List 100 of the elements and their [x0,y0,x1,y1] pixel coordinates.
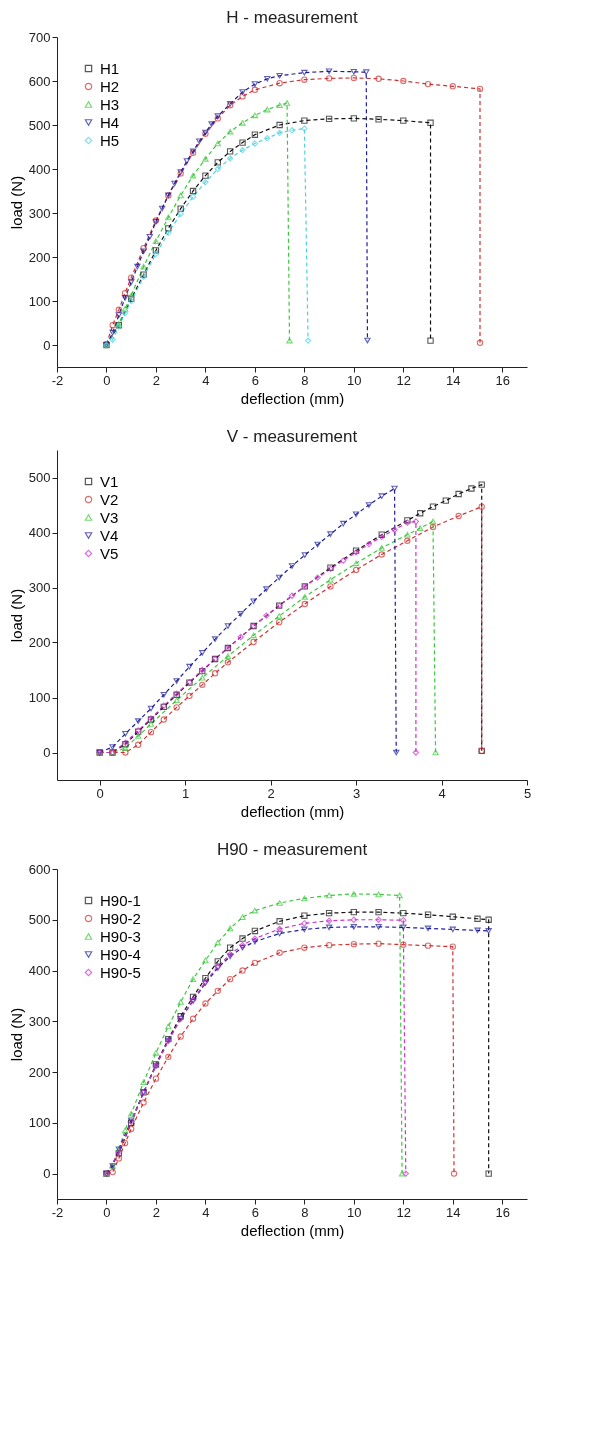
legend-label: V4 [100,526,119,544]
point [350,908,358,916]
point [109,744,116,750]
point [189,976,197,983]
point [301,920,308,927]
x-tick-label: 6 [251,1204,260,1220]
point [250,598,257,605]
point [183,158,191,164]
point [416,510,424,517]
y-tick-label: 100 [28,1115,51,1131]
point [429,503,437,510]
x-tick-label: 0 [103,1204,111,1220]
point [288,592,296,599]
point [115,312,123,318]
point [264,75,271,82]
point [189,1015,197,1022]
x-tick-label: 12 [396,372,412,388]
legend-label: H90-3 [100,927,141,945]
point [186,663,193,670]
point [424,942,432,949]
point [263,586,270,592]
point [121,310,129,317]
point [189,172,197,179]
point [301,600,309,608]
point [109,322,116,329]
point [301,594,309,600]
y-tick-label: 500 [28,117,51,133]
point [301,125,308,132]
point [165,229,172,236]
point [350,74,358,82]
point [152,1049,160,1056]
point [375,75,382,82]
point [140,1079,147,1086]
point [314,541,321,548]
point [350,68,358,75]
point [226,925,234,932]
x-tick-label: 10 [347,372,362,388]
point [196,138,203,145]
point [134,263,141,270]
x-tick-label: 5 [523,785,532,801]
x-tick-label: 2 [152,1204,161,1220]
point [400,909,407,917]
point [177,1033,184,1040]
point [239,146,246,154]
y-tick-label: 400 [28,963,51,979]
point [276,930,283,937]
point [455,512,462,520]
point [122,730,129,737]
point [485,928,492,934]
y-axis-title: load (N) [7,175,25,230]
point [214,165,221,173]
point [173,704,180,711]
point [400,941,407,948]
point [378,551,385,558]
point [391,526,398,533]
point [250,638,257,646]
point [140,1099,147,1106]
point [429,518,437,525]
point [214,958,221,965]
x-tick-label: 2 [267,785,275,801]
x-tick-label: 6 [251,372,260,388]
legend-label: H90-4 [100,945,141,963]
point [393,749,400,756]
point [152,247,160,254]
point [427,337,434,344]
point [109,329,116,336]
point [350,115,358,122]
y-axis-title: load (N) [7,1007,25,1062]
point [276,900,283,906]
point [147,728,155,736]
point [350,891,358,897]
point [239,967,246,974]
y-tick-label: 0 [43,337,51,353]
x-tick-label: 4 [202,372,210,388]
legend-label: H3 [100,95,120,113]
point [363,69,370,76]
point [424,80,432,88]
point [402,1170,409,1177]
point [375,940,382,947]
y-tick-label: 500 [28,912,51,928]
y-tick-label: 200 [28,635,51,650]
point [165,1023,172,1030]
point [160,716,168,723]
point [121,1127,129,1134]
point [301,944,308,951]
y-tick-label: 600 [28,73,51,89]
x-tick-label: 1 [182,785,190,801]
y-tick-label: 100 [28,690,51,705]
point [251,86,259,93]
point [375,891,382,898]
point [375,116,382,123]
point [350,940,358,948]
point [165,214,172,221]
point [449,913,456,920]
point [327,583,334,590]
point [109,1168,116,1176]
point [485,916,492,923]
y-axis-title: load (N) [7,588,25,643]
point [128,1110,135,1117]
point [449,943,456,950]
